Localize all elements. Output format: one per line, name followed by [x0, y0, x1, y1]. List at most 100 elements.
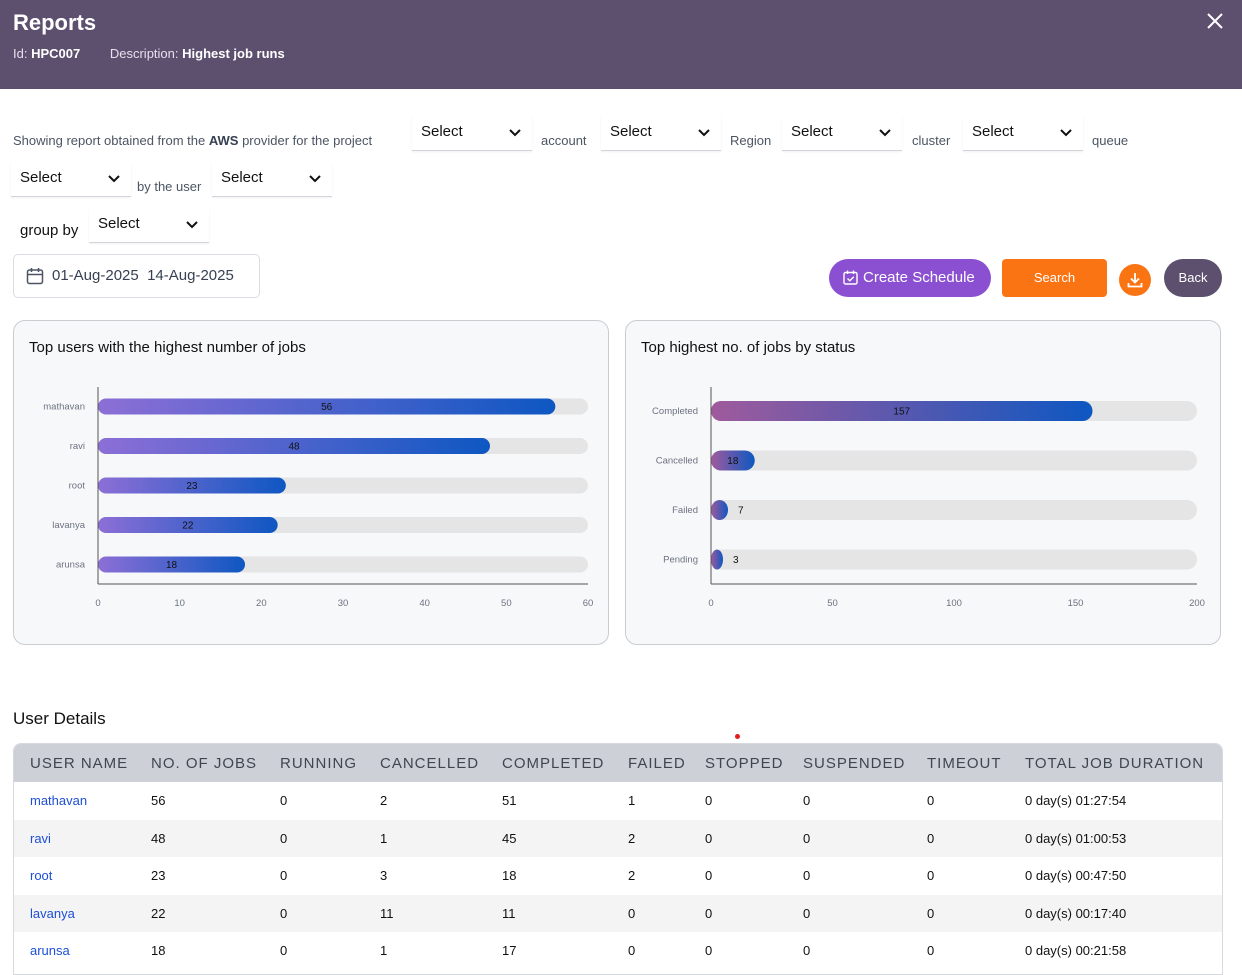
- chevron-down-icon: [186, 221, 198, 229]
- table-cell: 0 day(s) 00:17:40: [1009, 894, 1222, 932]
- category-label: mathavan: [43, 402, 85, 413]
- create-schedule-button[interactable]: Create Schedule: [829, 259, 991, 297]
- user-details-table-wrap: USER NAME NO. OF JOBS RUNNING CANCELLED COMP…: [13, 743, 1223, 975]
- user-select[interactable]: Select: [212, 162, 332, 197]
- column-header: RUNNING: [264, 744, 364, 782]
- user-link[interactable]: arunsa: [30, 943, 70, 959]
- table-cell: 0: [927, 868, 935, 884]
- table-cell: 22: [135, 894, 264, 932]
- report-meta: Id: HPC007 Description: Highest job runs: [13, 46, 285, 61]
- user-name-cell: mathavan: [14, 782, 135, 820]
- chevron-down-icon: [698, 129, 710, 137]
- tick-label: 200: [1189, 598, 1205, 609]
- download-button[interactable]: [1119, 264, 1151, 296]
- bar: [711, 450, 755, 471]
- data-label: 18: [166, 560, 178, 571]
- account-label: account: [541, 133, 587, 148]
- group-by-label: group by: [20, 222, 79, 239]
- users-chart-title: Top users with the highest number of job…: [29, 339, 306, 356]
- table-cell: 11: [364, 894, 486, 932]
- table-cell: 45: [486, 819, 612, 857]
- red-dot-indicator: [735, 734, 740, 739]
- bar: [98, 477, 286, 494]
- table-cell: 0: [628, 943, 636, 959]
- user-link[interactable]: root: [30, 868, 53, 884]
- cluster-select-value: Select: [972, 123, 1014, 140]
- column-header: NO. OF JOBS: [135, 744, 264, 782]
- table-cell: 0: [280, 793, 288, 809]
- user-select-value: Select: [221, 169, 263, 186]
- tick-label: 100: [946, 598, 962, 609]
- data-label: 23: [186, 481, 198, 492]
- table-body: mathavan 56 0 2 51 1 0 0 0 0 day(s) 01:27:54 ravi 4…: [14, 782, 1222, 970]
- table-row: root 23 0 3 18 2 0 0 0 0 day(s) 00:47:50: [14, 857, 1222, 895]
- data-label: 157: [893, 407, 910, 418]
- table-cell: 0: [911, 819, 1009, 857]
- status-jobs-chart: Completed 157 Cancelled 18 Failed 7 Pending 3 0 5…: [652, 387, 1205, 609]
- queue-label: queue: [1092, 133, 1129, 148]
- queue-select[interactable]: Select: [11, 162, 131, 197]
- queue-select-value: Select: [20, 169, 62, 186]
- data-label: 56: [321, 402, 333, 413]
- user-link[interactable]: ravi: [30, 830, 51, 846]
- user-link[interactable]: mathavan: [30, 793, 88, 809]
- status-chart-title: Top highest no. of jobs by status: [641, 339, 856, 356]
- table-cell: 48: [135, 819, 264, 857]
- column-header: CANCELLED: [364, 744, 486, 782]
- search-button[interactable]: Search: [1002, 259, 1107, 297]
- bar-track: [711, 549, 1197, 570]
- table-cell: 17: [502, 943, 517, 959]
- account-select-value: Select: [610, 123, 652, 140]
- account-select[interactable]: Select: [601, 116, 721, 151]
- region-select[interactable]: Select: [782, 116, 902, 151]
- column-header: SUSPENDED: [787, 744, 911, 782]
- date-range-picker[interactable]: 01-Aug-2025 14-Aug-2025: [13, 254, 260, 298]
- bar: [98, 556, 245, 573]
- table-row: mathavan 56 0 2 51 1 0 0 0 0 day(s) 01:27:54: [14, 782, 1222, 820]
- bar: [98, 398, 556, 415]
- table-cell: 0: [787, 894, 911, 932]
- create-schedule-label: Create Schedule: [863, 269, 975, 286]
- cluster-label: cluster: [912, 133, 951, 148]
- region-label: Region: [730, 133, 772, 148]
- tick-label: 50: [501, 598, 512, 609]
- table-cell: 18: [151, 943, 166, 959]
- tick-label: 40: [419, 598, 430, 609]
- table-cell: 0: [705, 868, 713, 884]
- data-label: 7: [738, 506, 744, 517]
- date-range-text: 01-Aug-2025 14-Aug-2025: [52, 267, 234, 284]
- data-label: 18: [727, 456, 739, 467]
- column-header: FAILED: [612, 744, 689, 782]
- table-cell: 1: [380, 943, 388, 959]
- bar: [711, 500, 729, 520]
- table-cell: 0: [803, 793, 811, 809]
- category-label: root: [69, 481, 86, 492]
- tick-label: 0: [708, 598, 713, 609]
- category-label: Cancelled: [656, 456, 698, 467]
- table-row: arunsa 18 0 1 17 0 0 0 0 0 day(s) 00:21:58: [14, 932, 1222, 970]
- provider-name: AWS: [208, 133, 239, 148]
- chevron-down-icon: [509, 129, 521, 137]
- project-select-value: Select: [421, 123, 463, 140]
- page-title: Reports: [13, 10, 97, 35]
- data-label: 48: [288, 442, 300, 453]
- table-cell: 23: [151, 868, 166, 884]
- table-cell: 0: [280, 943, 288, 959]
- table-cell: 0: [612, 894, 689, 932]
- table-cell: 0: [689, 894, 787, 932]
- category-label: arunsa: [56, 560, 86, 571]
- chevron-down-icon: [1060, 129, 1072, 137]
- cluster-select[interactable]: Select: [963, 116, 1083, 151]
- table-cell: 0: [280, 868, 288, 884]
- group-by-select[interactable]: Select: [89, 208, 209, 243]
- close-icon[interactable]: [1204, 10, 1226, 32]
- region-select-value: Select: [791, 123, 833, 140]
- table-cell: 0: [264, 894, 364, 932]
- table-cell: 0 day(s) 01:00:53: [1009, 819, 1222, 857]
- download-icon: [1127, 273, 1143, 288]
- intro-prefix: Showing report obtained from the: [13, 133, 209, 148]
- user-link[interactable]: lavanya: [30, 905, 75, 921]
- project-select[interactable]: Select: [412, 116, 532, 151]
- back-button[interactable]: Back: [1164, 259, 1222, 297]
- column-header: STOPPED: [689, 744, 787, 782]
